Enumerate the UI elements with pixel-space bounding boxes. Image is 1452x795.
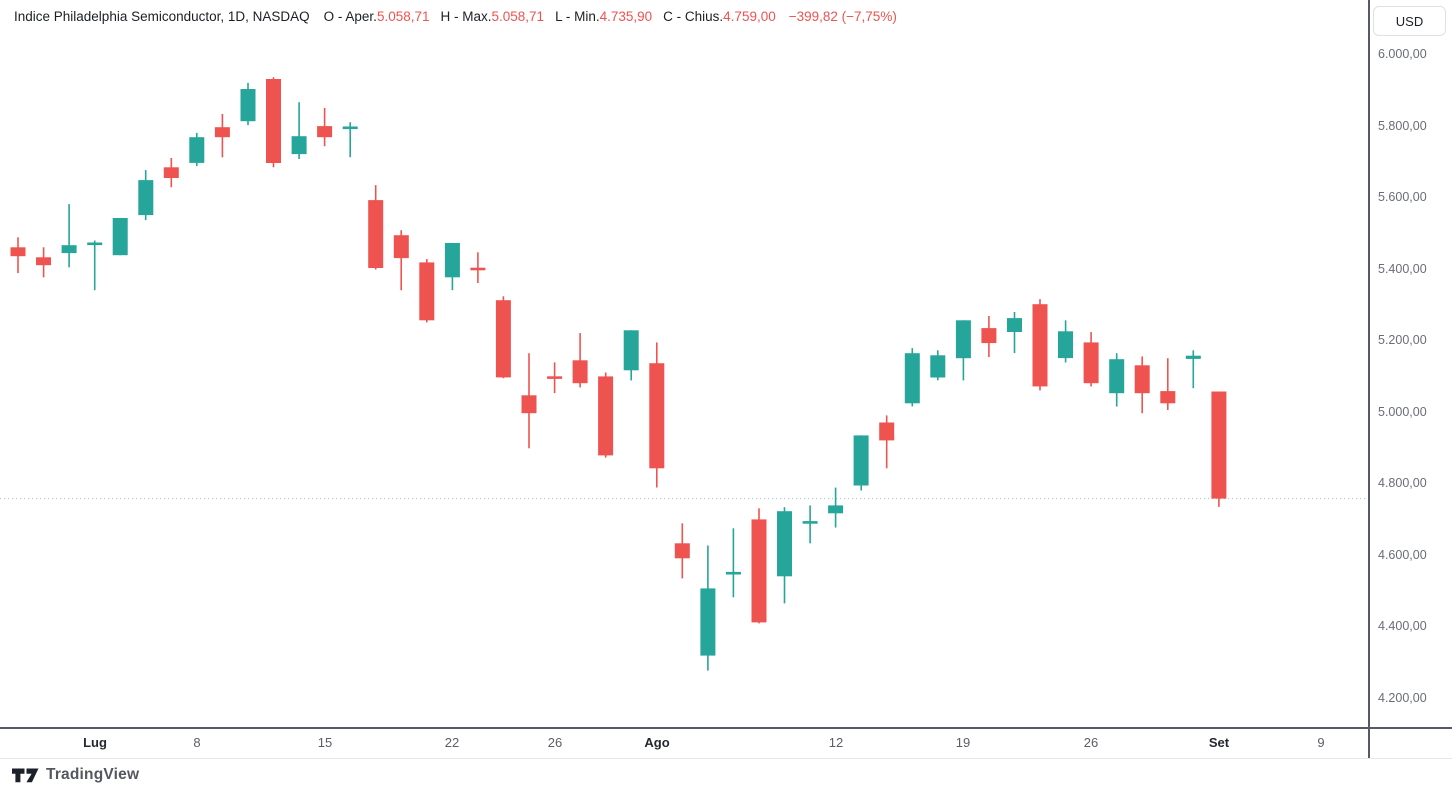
tradingview-logo[interactable]: TradingView	[12, 766, 139, 784]
ohlc-close: C - Chius.4.759,00	[663, 9, 776, 24]
candle	[342, 122, 358, 158]
price-axis-label: 5.400,00	[1378, 261, 1427, 276]
candle	[1109, 353, 1125, 407]
price-axis-label: 4.400,00	[1378, 619, 1427, 633]
price-axis[interactable]: USD 6.000,00 5.800,00 5.600,00 5.400,00 5.20…	[1370, 0, 1452, 758]
chart-bottom-divider	[0, 727, 1452, 729]
candle	[725, 528, 741, 598]
ohlc-open: O - Aper.5.058,71	[324, 9, 430, 24]
time-axis[interactable]: Lug 8 15 22 26 Ago 12 19 26 Set 9	[0, 729, 1368, 758]
candle	[700, 545, 716, 671]
candle	[598, 372, 614, 458]
candle	[240, 82, 256, 126]
tradingview-brand-text: TradingView	[46, 766, 140, 783]
candle	[10, 237, 26, 274]
price-axis-label: 5.200,00	[1378, 333, 1427, 347]
candle	[291, 102, 307, 159]
candle	[419, 259, 435, 323]
candle	[368, 185, 384, 270]
candle	[214, 114, 230, 158]
candle	[649, 342, 665, 488]
candle	[981, 316, 997, 358]
candle	[751, 508, 767, 624]
time-axis-label: 22	[444, 735, 460, 750]
change-value: −399,82 (−7,75%)	[788, 9, 897, 24]
candle	[674, 523, 690, 579]
candle	[828, 487, 844, 528]
candle	[853, 435, 869, 491]
candle	[87, 240, 103, 291]
candle	[879, 415, 895, 469]
candle	[444, 243, 460, 291]
ohlc-high: H - Max.5.058,71	[441, 9, 545, 24]
candle	[189, 132, 205, 167]
candle	[61, 204, 77, 268]
candle	[317, 107, 333, 147]
time-axis-label: 26	[547, 735, 563, 750]
candle	[1007, 312, 1022, 354]
high-label: H - Max.	[440, 9, 492, 24]
candle	[266, 77, 281, 168]
time-axis-label: Ago	[644, 735, 670, 750]
candle	[138, 170, 154, 221]
candle	[470, 252, 486, 283]
candle	[1134, 356, 1150, 414]
footer-divider	[0, 758, 1452, 759]
price-axis-label: 4.200,00	[1378, 690, 1427, 705]
price-axis-label: 4.600,00	[1378, 547, 1427, 562]
candlestick-chart[interactable]	[0, 0, 1368, 727]
candle	[36, 247, 51, 278]
chart-legend: Indice Philadelphia Semiconductor, 1D, N…	[14, 9, 897, 24]
open-label: O - Aper.	[323, 9, 377, 24]
candle	[495, 296, 511, 379]
footer-bar: TradingView	[0, 759, 1452, 795]
candle	[777, 507, 792, 604]
candle	[1058, 320, 1073, 363]
time-axis-label: 12	[828, 735, 844, 750]
time-axis-label: 26	[1083, 735, 1099, 750]
candle	[393, 230, 409, 291]
ohlc-low: L - Min.4.735,90	[555, 9, 652, 24]
close-label: C - Chius.	[663, 9, 724, 24]
candle	[802, 505, 818, 544]
open-value: 5.058,71	[376, 9, 430, 24]
low-label: L - Min.	[555, 9, 600, 24]
price-axis-label: 4.800,00	[1378, 476, 1427, 490]
symbol-title[interactable]: Indice Philadelphia Semiconductor, 1D, N…	[14, 9, 310, 24]
time-axis-label: Lug	[83, 735, 107, 750]
candle	[1160, 358, 1176, 410]
time-axis-label: 19	[955, 735, 971, 750]
candle	[930, 350, 946, 381]
candle	[904, 348, 920, 407]
candle	[1032, 299, 1048, 391]
price-axis-label: 5.000,00	[1378, 404, 1427, 419]
candle	[1185, 350, 1201, 389]
candle	[521, 353, 537, 449]
price-axis-label: 5.800,00	[1378, 118, 1427, 133]
time-axis-label: 15	[317, 735, 333, 750]
tradingview-logo-icon	[12, 768, 39, 782]
candle	[1211, 391, 1227, 507]
candle	[112, 218, 128, 256]
candle	[1083, 332, 1099, 387]
time-axis-label: 8	[193, 735, 201, 750]
close-value: 4.759,00	[723, 9, 776, 24]
currency-button[interactable]: USD	[1373, 6, 1446, 36]
candle	[955, 320, 971, 381]
price-axis-divider	[1368, 0, 1370, 758]
time-axis-label: 9	[1317, 735, 1325, 750]
candle	[547, 362, 563, 394]
low-value: 4.735,90	[599, 9, 653, 24]
candle	[163, 158, 179, 188]
high-value: 5.058,71	[491, 9, 545, 24]
price-axis-label: 5.600,00	[1378, 190, 1427, 204]
price-axis-label: 6.000,00	[1378, 47, 1427, 61]
chart-pane[interactable]: Indice Philadelphia Semiconductor, 1D, N…	[0, 0, 1368, 727]
candle	[572, 333, 588, 388]
candle	[623, 330, 639, 381]
time-axis-label: Set	[1208, 735, 1230, 750]
